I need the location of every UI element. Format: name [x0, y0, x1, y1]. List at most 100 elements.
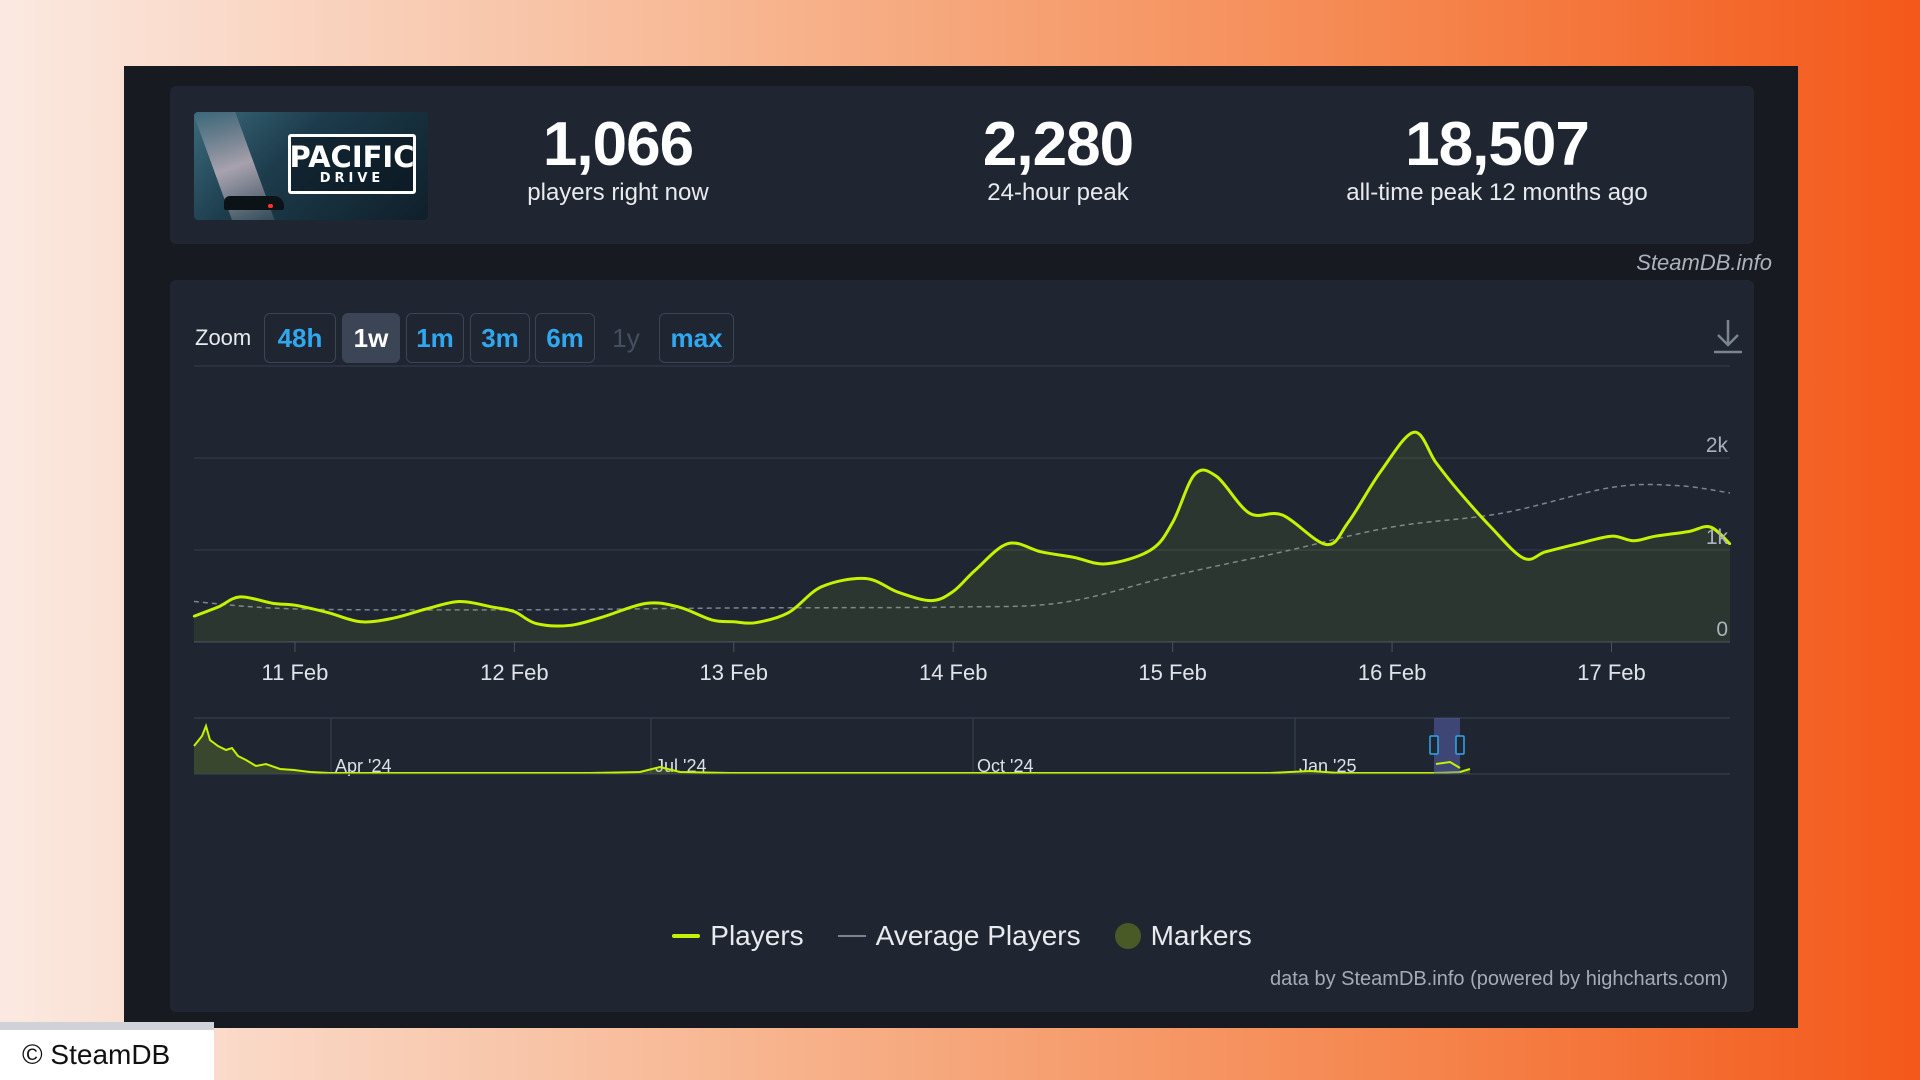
players-point[interactable]: [864, 577, 867, 580]
highcharts-credit[interactable]: data by SteamDB.info (powered by highcha…: [1270, 968, 1728, 990]
series-average-players-line[interactable]: [193, 483, 1731, 611]
chart-legend: Players Average Players Markers: [170, 920, 1754, 952]
players-point[interactable]: [1522, 557, 1525, 560]
navigator-handle[interactable]: [1455, 735, 1465, 755]
players-point[interactable]: [1489, 525, 1493, 529]
players-point[interactable]: [1039, 550, 1043, 554]
players-point[interactable]: [754, 621, 757, 624]
zoom-label: Zoom: [195, 325, 252, 350]
players-point[interactable]: [293, 604, 297, 607]
players-point[interactable]: [326, 611, 330, 614]
legend-item-markers[interactable]: Markers: [1114, 920, 1252, 952]
game-logo[interactable]: PACIFIC DRIVE: [194, 112, 428, 220]
zoom-button-max[interactable]: max: [659, 313, 734, 363]
players-point[interactable]: [271, 602, 275, 605]
legend-label: Average Players: [875, 920, 1081, 951]
stat-24h-peak: 2,280 24-hour peak: [858, 114, 1258, 208]
stat-value: 1,066: [542, 110, 694, 179]
players-point[interactable]: [600, 615, 604, 619]
players-point[interactable]: [535, 622, 538, 625]
zoom-button-1w[interactable]: 1w: [342, 313, 400, 363]
players-point[interactable]: [1544, 550, 1547, 554]
zoom-button-1m[interactable]: 1m: [406, 313, 464, 363]
players-point[interactable]: [1610, 535, 1613, 538]
navigator-handle[interactable]: [1429, 735, 1439, 755]
players-point[interactable]: [491, 605, 494, 609]
players-point[interactable]: [359, 620, 362, 623]
players-point[interactable]: [1709, 525, 1712, 529]
players-point[interactable]: [1434, 461, 1438, 464]
y-tick-label: 0: [1716, 618, 1728, 641]
x-tick-label: 16 Feb: [1358, 660, 1427, 685]
players-point[interactable]: [1171, 521, 1174, 524]
players-point[interactable]: [392, 616, 395, 620]
player-count-chart[interactable]: 0 1k 2k 11 Feb 12 Feb 13 Feb 14 Feb 15 Feb 16 F…: [170, 280, 1754, 920]
stats-card: PACIFIC DRIVE 1,066 players right now 2,…: [170, 86, 1754, 244]
zoom-button-6m[interactable]: 6m: [535, 313, 595, 363]
players-point[interactable]: [1412, 431, 1416, 434]
players-point[interactable]: [1687, 530, 1690, 533]
x-tick-label: 11 Feb: [262, 660, 329, 685]
legend-item-average-players[interactable]: Average Players: [837, 920, 1081, 952]
players-point[interactable]: [1072, 556, 1076, 559]
navigator-tick-label: Apr '24: [335, 756, 391, 776]
players-point[interactable]: [1346, 521, 1350, 524]
steamdb-credit[interactable]: SteamDB.info: [1636, 250, 1772, 275]
players-point[interactable]: [238, 595, 242, 599]
legend-label: Players: [710, 920, 804, 951]
players-point[interactable]: [425, 607, 428, 611]
players-point[interactable]: [973, 569, 977, 572]
x-tick-label: 13 Feb: [700, 660, 769, 685]
legend-swatch-players: [672, 934, 701, 938]
players-point[interactable]: [1281, 513, 1284, 517]
navigator-tick-label: Oct '24: [977, 756, 1033, 776]
legend-swatch-average: [837, 935, 866, 937]
download-icon[interactable]: [1710, 316, 1746, 356]
zoom-button-3m[interactable]: 3m: [470, 313, 530, 363]
players-point[interactable]: [820, 585, 823, 588]
stat-label: 24-hour peak: [987, 179, 1129, 206]
players-point[interactable]: [1193, 473, 1196, 476]
players-point[interactable]: [458, 600, 461, 603]
series-players-area: [194, 432, 1730, 642]
players-point[interactable]: [1728, 542, 1732, 546]
logo-title: PACIFIC: [289, 140, 415, 174]
players-point[interactable]: [513, 610, 516, 613]
players-point[interactable]: [1632, 539, 1635, 542]
players-point[interactable]: [568, 624, 571, 627]
stat-label: all-time peak 12 months ago: [1346, 179, 1648, 206]
logo-subtitle: DRIVE: [319, 171, 385, 186]
players-point[interactable]: [644, 602, 648, 605]
players-point[interactable]: [710, 618, 714, 622]
players-point[interactable]: [1006, 542, 1010, 545]
x-tick-label: 15 Feb: [1138, 660, 1207, 685]
players-point[interactable]: [216, 605, 220, 609]
players-point[interactable]: [952, 590, 955, 593]
stat-label: players right now: [527, 179, 709, 206]
players-point[interactable]: [1325, 543, 1328, 546]
navigator-selected-line: [1435, 760, 1461, 769]
series-layer: [192, 430, 1732, 642]
players-point[interactable]: [897, 591, 900, 594]
players-point[interactable]: [787, 611, 790, 614]
players-point[interactable]: [1215, 475, 1218, 478]
navigator[interactable]: Apr '24 Jul '24 Oct '24 Jan '25: [193, 717, 1730, 776]
players-point[interactable]: [192, 615, 196, 618]
x-axis-ticks: 11 Feb 12 Feb 13 Feb 14 Feb 15 Feb 16 Feb 17 F…: [262, 642, 1646, 685]
players-point[interactable]: [1248, 512, 1251, 515]
legend-label: Markers: [1150, 920, 1252, 951]
players-point[interactable]: [1577, 542, 1580, 545]
players-point[interactable]: [1105, 562, 1109, 565]
legend-item-players[interactable]: Players: [672, 920, 804, 952]
players-point[interactable]: [1654, 535, 1657, 538]
players-point[interactable]: [930, 599, 933, 602]
zoom-button-48h[interactable]: 48h: [264, 313, 336, 363]
players-point[interactable]: [1379, 469, 1383, 473]
players-point[interactable]: [1456, 489, 1460, 492]
players-point[interactable]: [677, 605, 681, 609]
x-tick-label: 14 Feb: [919, 660, 988, 685]
players-point[interactable]: [1149, 548, 1152, 552]
x-tick-label: 12 Feb: [480, 660, 549, 685]
players-point[interactable]: [732, 620, 735, 623]
logo-wordmark: PACIFIC DRIVE: [288, 134, 416, 194]
